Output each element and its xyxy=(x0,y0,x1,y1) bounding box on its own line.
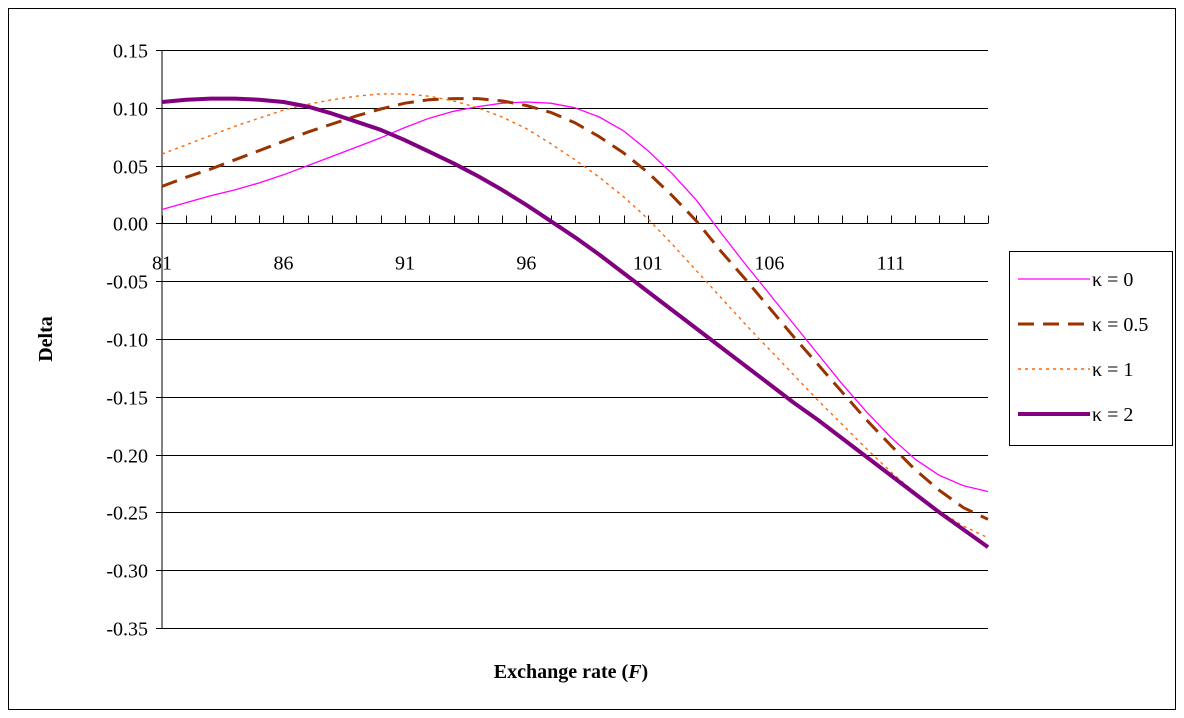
x-tick-label: 86 xyxy=(273,253,293,275)
legend-box xyxy=(1009,251,1173,446)
y-tick-label: 0.10 xyxy=(113,99,148,121)
y-tick-label: -0.15 xyxy=(106,388,148,410)
y-tick-label: -0.30 xyxy=(106,561,148,583)
x-tick-label: 111 xyxy=(877,253,906,275)
x-tick-label: 101 xyxy=(633,253,663,275)
legend-label-2: κ = 1 xyxy=(1092,359,1133,381)
ticks-layer: 0.15 0.10 0.05 0.00 -0.05 -0.10 -0.15 -0.20 -0.2… xyxy=(106,41,905,641)
y-tick-label: -0.35 xyxy=(106,619,148,641)
x-axis-title-suffix: ) xyxy=(642,661,649,683)
y-tick-label: 0.05 xyxy=(113,157,148,179)
legend-label-1: κ = 0.5 xyxy=(1092,314,1148,336)
x-axis-title: Exchange rate (F) xyxy=(494,661,648,683)
legend: κ = 0 κ = 0.5 κ = 1 κ = 2 xyxy=(1009,251,1173,446)
x-axis-title-variable: F xyxy=(627,661,642,683)
legend-label-3: κ = 2 xyxy=(1092,404,1133,426)
x-tick-label: 96 xyxy=(516,253,536,275)
series-layer xyxy=(161,93,990,549)
y-tick-label: -0.20 xyxy=(106,446,148,468)
y-tick-label: -0.05 xyxy=(106,272,148,294)
x-tick-label: 81 xyxy=(152,253,172,275)
y-tick-label: -0.25 xyxy=(106,503,148,525)
plot-area xyxy=(156,50,989,629)
y-axis-title: Delta xyxy=(35,316,57,362)
y-tick-label: -0.10 xyxy=(106,330,148,352)
legend-label-0: κ = 0 xyxy=(1092,269,1133,291)
y-tick-label: 0.00 xyxy=(113,214,148,236)
x-tick-label: 106 xyxy=(754,253,784,275)
y-tick-label: 0.15 xyxy=(113,41,148,63)
x-axis-title-prefix: Exchange rate ( xyxy=(494,661,629,683)
x-tick-label: 91 xyxy=(395,253,415,275)
